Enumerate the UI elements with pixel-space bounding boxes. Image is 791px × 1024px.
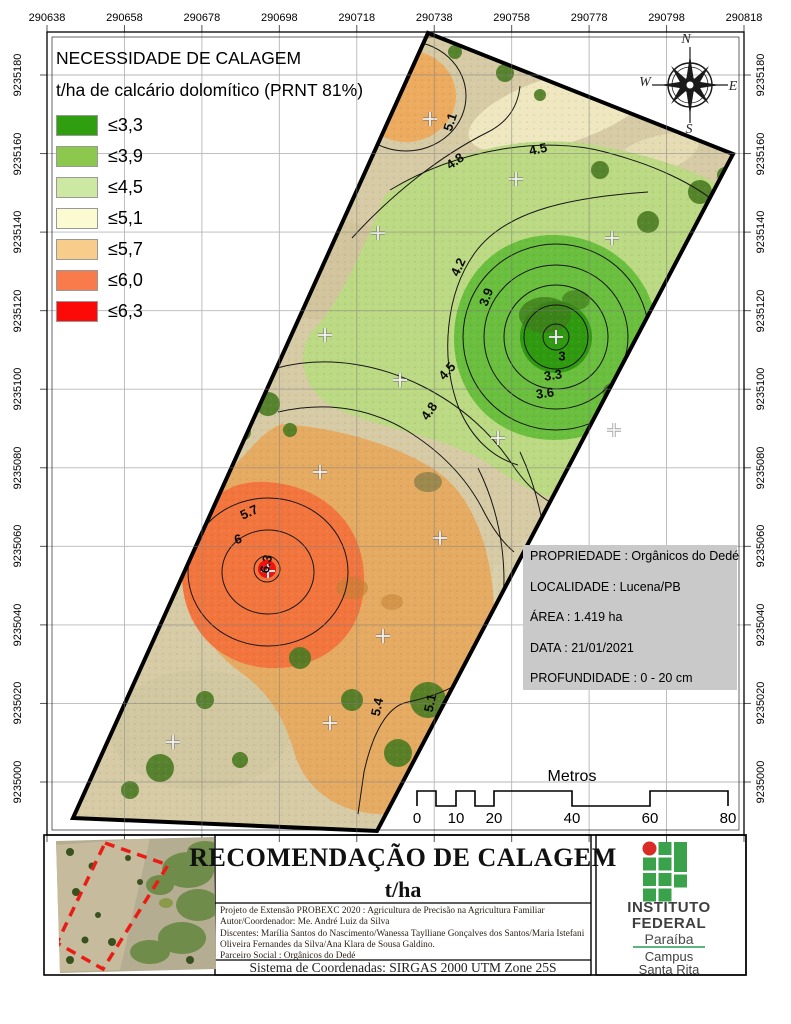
sample-cross xyxy=(318,328,332,342)
sample-points xyxy=(166,112,621,749)
compass-rose-icon xyxy=(652,47,728,123)
sample-cross xyxy=(323,716,337,730)
inset-map xyxy=(56,837,216,973)
field-imagery xyxy=(73,33,733,831)
grid-lines xyxy=(46,32,745,835)
sample-cross xyxy=(433,531,447,545)
sample-cross xyxy=(393,373,407,387)
sample-cross xyxy=(605,231,619,245)
logo-green-square xyxy=(658,873,672,886)
logo-green-square xyxy=(643,888,656,902)
ifpb-logo-icon xyxy=(642,841,687,902)
logo-red-dot xyxy=(642,841,657,856)
logo-green-square xyxy=(674,842,687,855)
sample-cross xyxy=(491,431,505,445)
logo-green-square xyxy=(643,857,656,871)
scalebar xyxy=(416,790,729,807)
map-frame-inner xyxy=(51,36,740,831)
sample-cross xyxy=(371,226,385,240)
tick-marks xyxy=(40,25,751,842)
sample-cross xyxy=(607,423,621,437)
inset-boundary-dashed xyxy=(56,840,171,972)
logo-green-square xyxy=(658,842,672,855)
sample-cross xyxy=(549,330,563,344)
logo-green-square xyxy=(658,888,672,902)
logo-green-square xyxy=(643,873,656,886)
field-boundary xyxy=(69,30,736,834)
sample-cross xyxy=(261,564,275,578)
logo-green-square xyxy=(674,874,687,888)
logo-green-square xyxy=(658,857,672,871)
logo-green-square xyxy=(674,855,687,872)
sample-cross xyxy=(376,629,390,643)
sample-cross xyxy=(166,735,180,749)
